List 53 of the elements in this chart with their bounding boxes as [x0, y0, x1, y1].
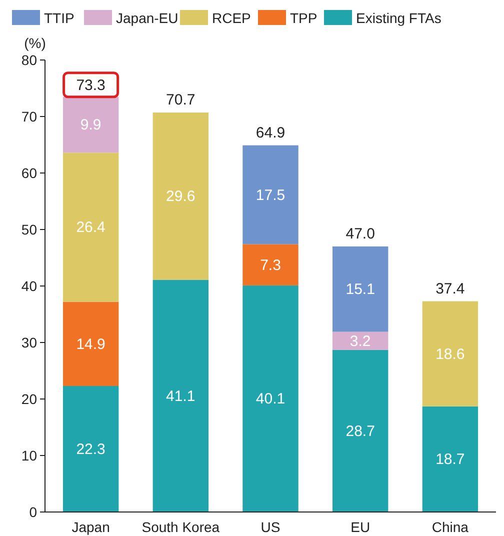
- legend-label: Existing FTAs: [356, 10, 442, 26]
- data-label: 18.6: [436, 346, 465, 363]
- y-tick-label: 0: [29, 504, 38, 520]
- y-tick-label: 70: [21, 108, 38, 124]
- bar: [242, 145, 298, 244]
- x-tick-label: EU: [350, 519, 370, 535]
- data-label: 9.9: [80, 116, 102, 134]
- legend-label: RCEP: [212, 10, 251, 26]
- data-label: 7.3: [260, 256, 281, 274]
- data-label: 22.3: [76, 441, 106, 458]
- x-tick-label: China: [432, 519, 469, 535]
- y-tick-label: 50: [21, 222, 38, 238]
- bar: [152, 280, 209, 512]
- bar: [62, 96, 119, 153]
- legend-label: TTIP: [44, 10, 74, 26]
- bar: [62, 302, 119, 386]
- y-tick-label: 30: [21, 334, 38, 350]
- legend-label: TPP: [290, 10, 318, 26]
- y-tick-label: 60: [21, 165, 38, 181]
- x-tick-label: US: [260, 519, 280, 535]
- bar: [422, 406, 478, 512]
- annotation: 73.3: [76, 76, 106, 94]
- bar: [332, 350, 388, 512]
- data-label: 29.6: [166, 188, 196, 206]
- bar: [242, 244, 298, 286]
- total-label: 70.7: [166, 92, 196, 109]
- total-label: 47.0: [346, 225, 375, 242]
- bar: [332, 332, 388, 350]
- data-label: 18.7: [436, 451, 465, 468]
- total-label: 64.9: [256, 124, 286, 142]
- x-tick-label: Japan: [72, 519, 110, 535]
- data-label: 26.4: [76, 219, 106, 236]
- y-tick-label: 80: [21, 52, 38, 68]
- bar: [422, 301, 478, 406]
- data-label: 17.5: [256, 186, 286, 204]
- legend-label: Japan-EU: [116, 10, 178, 26]
- bar: [152, 112, 209, 280]
- x-tick-label: South Korea: [142, 519, 220, 535]
- y-tick-label: 10: [21, 448, 38, 464]
- y-tick-label: 20: [21, 391, 38, 407]
- data-label: 14.9: [76, 336, 106, 353]
- data-label: 3.2: [350, 332, 371, 350]
- data-label: 41.1: [166, 388, 196, 405]
- data-label: 28.7: [346, 422, 375, 440]
- bar: [332, 246, 388, 332]
- data-label: 40.1: [256, 390, 286, 408]
- bar: [242, 285, 298, 512]
- total-label: 37.4: [436, 280, 465, 298]
- bar: [62, 152, 119, 302]
- y-axis-title: (%): [24, 35, 46, 51]
- bar: [62, 386, 119, 512]
- data-label: 15.1: [346, 281, 375, 298]
- y-tick-label: 40: [21, 278, 38, 294]
